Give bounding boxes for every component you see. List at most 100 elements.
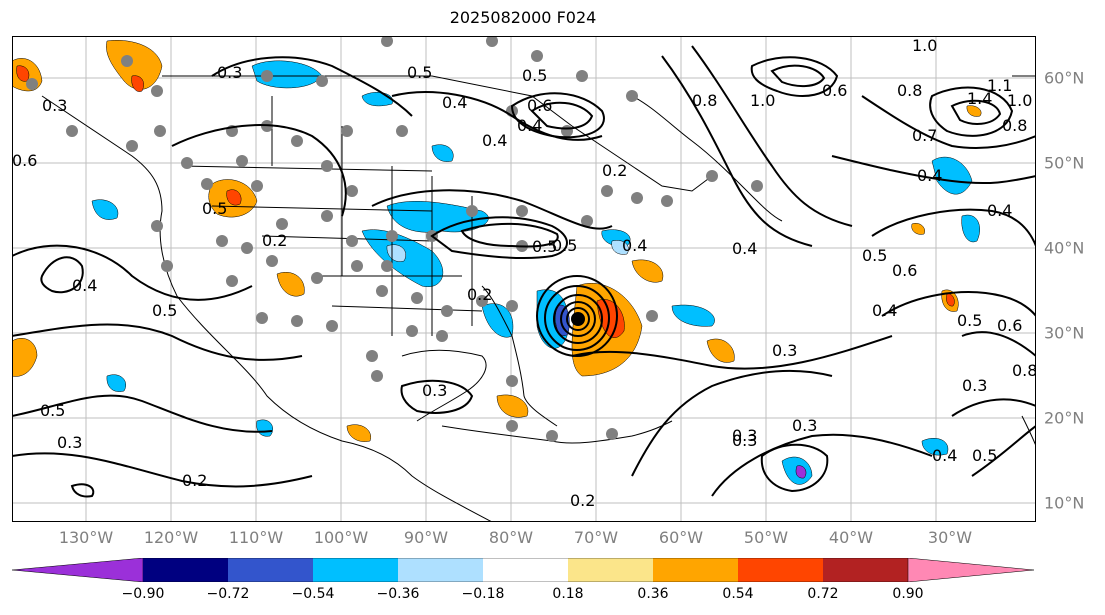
patch-orange [966, 105, 982, 117]
contour-label: 0.6 [822, 81, 847, 100]
contour-label: 0.4 [732, 239, 757, 258]
contour-label: 0.4 [987, 201, 1012, 220]
colorbar-tick: 0.90 [892, 586, 924, 602]
contour-label: 0.6 [997, 316, 1022, 335]
patch-orange [276, 272, 305, 297]
patch-orange [106, 40, 163, 90]
contour-label-group: 0.3 0.3 0.4 0.5 0.5 0.6 0.4 0.5 0.5 0.5 … [12, 36, 1036, 510]
colorbar-segment [228, 558, 313, 582]
lon-label: 60°W [658, 528, 704, 547]
storm-center [572, 313, 584, 325]
map-background [12, 36, 1036, 522]
coastlines [41, 75, 1036, 522]
lon-label: 30°W [927, 528, 973, 547]
colorbar-extend-high [907, 558, 1035, 582]
contour-label: 0.6 [892, 261, 917, 280]
colorbar-tick: −0.18 [461, 586, 505, 602]
contour-label: 1.0 [912, 36, 937, 55]
patch-blue [921, 438, 949, 456]
colorbar-tick: −0.36 [376, 586, 420, 602]
lat-label: 40°N [1044, 238, 1085, 258]
contour-label: 0.4 [482, 131, 507, 150]
contour-label: 0.3 [422, 381, 447, 400]
lat-label: 20°N [1044, 408, 1085, 428]
patch-blue [431, 144, 454, 162]
lon-label: 80°W [488, 528, 534, 547]
colorbar-segment [143, 558, 228, 582]
contour-label: 0.6 [527, 96, 552, 115]
patch-darkblue [555, 304, 570, 336]
contour-label: 0.4 [442, 93, 467, 112]
contour-label: 0.3 [42, 96, 67, 115]
colorbar-segment [313, 558, 398, 582]
map-title: 2025082000 F024 [449, 8, 597, 27]
patch-red [226, 189, 242, 206]
contour-label: 0.4 [917, 166, 942, 185]
lon-label: 110°W [228, 528, 284, 547]
contour-label: 0.5 [957, 311, 982, 330]
contour-label: 0.2 [262, 231, 287, 250]
contour-label: 0.5 [202, 199, 227, 218]
lat-label: 50°N [1044, 153, 1085, 173]
contour-label: 0.6 [12, 151, 37, 170]
contour-label: 0.3 [217, 63, 242, 82]
colorbar-segment [568, 558, 653, 582]
colorbar-tick: 0.72 [807, 586, 839, 602]
contour-label: 0.8 [1002, 116, 1027, 135]
contour-label: 0.5 [862, 246, 887, 265]
contour-label: 0.4 [932, 446, 957, 465]
patch-lightblue [611, 240, 629, 255]
lon-label: 100°W [313, 528, 369, 547]
lon-label: 40°W [828, 528, 874, 547]
contour-label: 0.5 [532, 237, 557, 256]
patch-orange [706, 338, 735, 363]
patch-blue [931, 156, 973, 195]
contour-label: 0.4 [622, 236, 647, 255]
patch-orange [631, 259, 664, 283]
contour-label: 0.5 [552, 236, 577, 255]
colorbar-extend-low [12, 558, 144, 582]
contour-label: 0.5 [407, 63, 432, 82]
contour-lines [12, 45, 1036, 498]
colorbar-tick: −0.90 [121, 586, 165, 602]
contour-label: 0.2 [570, 491, 595, 510]
station-dots [26, 36, 763, 442]
contour-label: 0.3 [792, 416, 817, 435]
contour-label: 0.4 [72, 276, 97, 295]
contour-label: 1.0 [750, 91, 775, 110]
colorbar-tick: −0.72 [206, 586, 250, 602]
contour-label: 1.4 [967, 89, 992, 108]
contour-label: 0.2 [602, 161, 627, 180]
patch-red [946, 293, 955, 307]
contour-label: 0.2 [182, 471, 207, 490]
lon-label: 90°W [403, 528, 449, 547]
colorbar-tick: 0.54 [722, 586, 754, 602]
contour-label: 0.4 [517, 116, 542, 135]
contour-label: 0.3 [57, 433, 82, 452]
patch-orange [12, 338, 38, 377]
contour-label: 0.8 [1012, 361, 1036, 380]
contour-label: 0.3 [772, 341, 797, 360]
patch-purple [795, 465, 807, 479]
colorbar-segment [398, 558, 483, 582]
contour-label: 0.7 [912, 126, 937, 145]
contour-label: 0.8 [897, 81, 922, 100]
contour-label: 0.5 [40, 401, 65, 420]
contour-label: 0.3 [962, 376, 987, 395]
patch-red [131, 75, 144, 92]
lon-label: 130°W [58, 528, 114, 547]
contour-label: 1.1 [987, 76, 1012, 95]
patch-blue [671, 304, 715, 327]
colorbar-segment [823, 558, 908, 582]
map-panel: 0.3 0.3 0.4 0.5 0.5 0.6 0.4 0.5 0.5 0.5 … [12, 36, 1036, 522]
colorbar-tick: 0.36 [637, 586, 669, 602]
lat-label: 10°N [1044, 493, 1085, 513]
colorbar-segment [483, 558, 568, 582]
lat-label: 30°N [1044, 323, 1085, 343]
patch-orange [346, 424, 372, 442]
contour-label: 1.0 [1007, 91, 1032, 110]
lon-label: 70°W [573, 528, 619, 547]
lon-label: 120°W [143, 528, 199, 547]
shaded-anomalies [12, 40, 982, 485]
patch-blue [106, 374, 126, 392]
